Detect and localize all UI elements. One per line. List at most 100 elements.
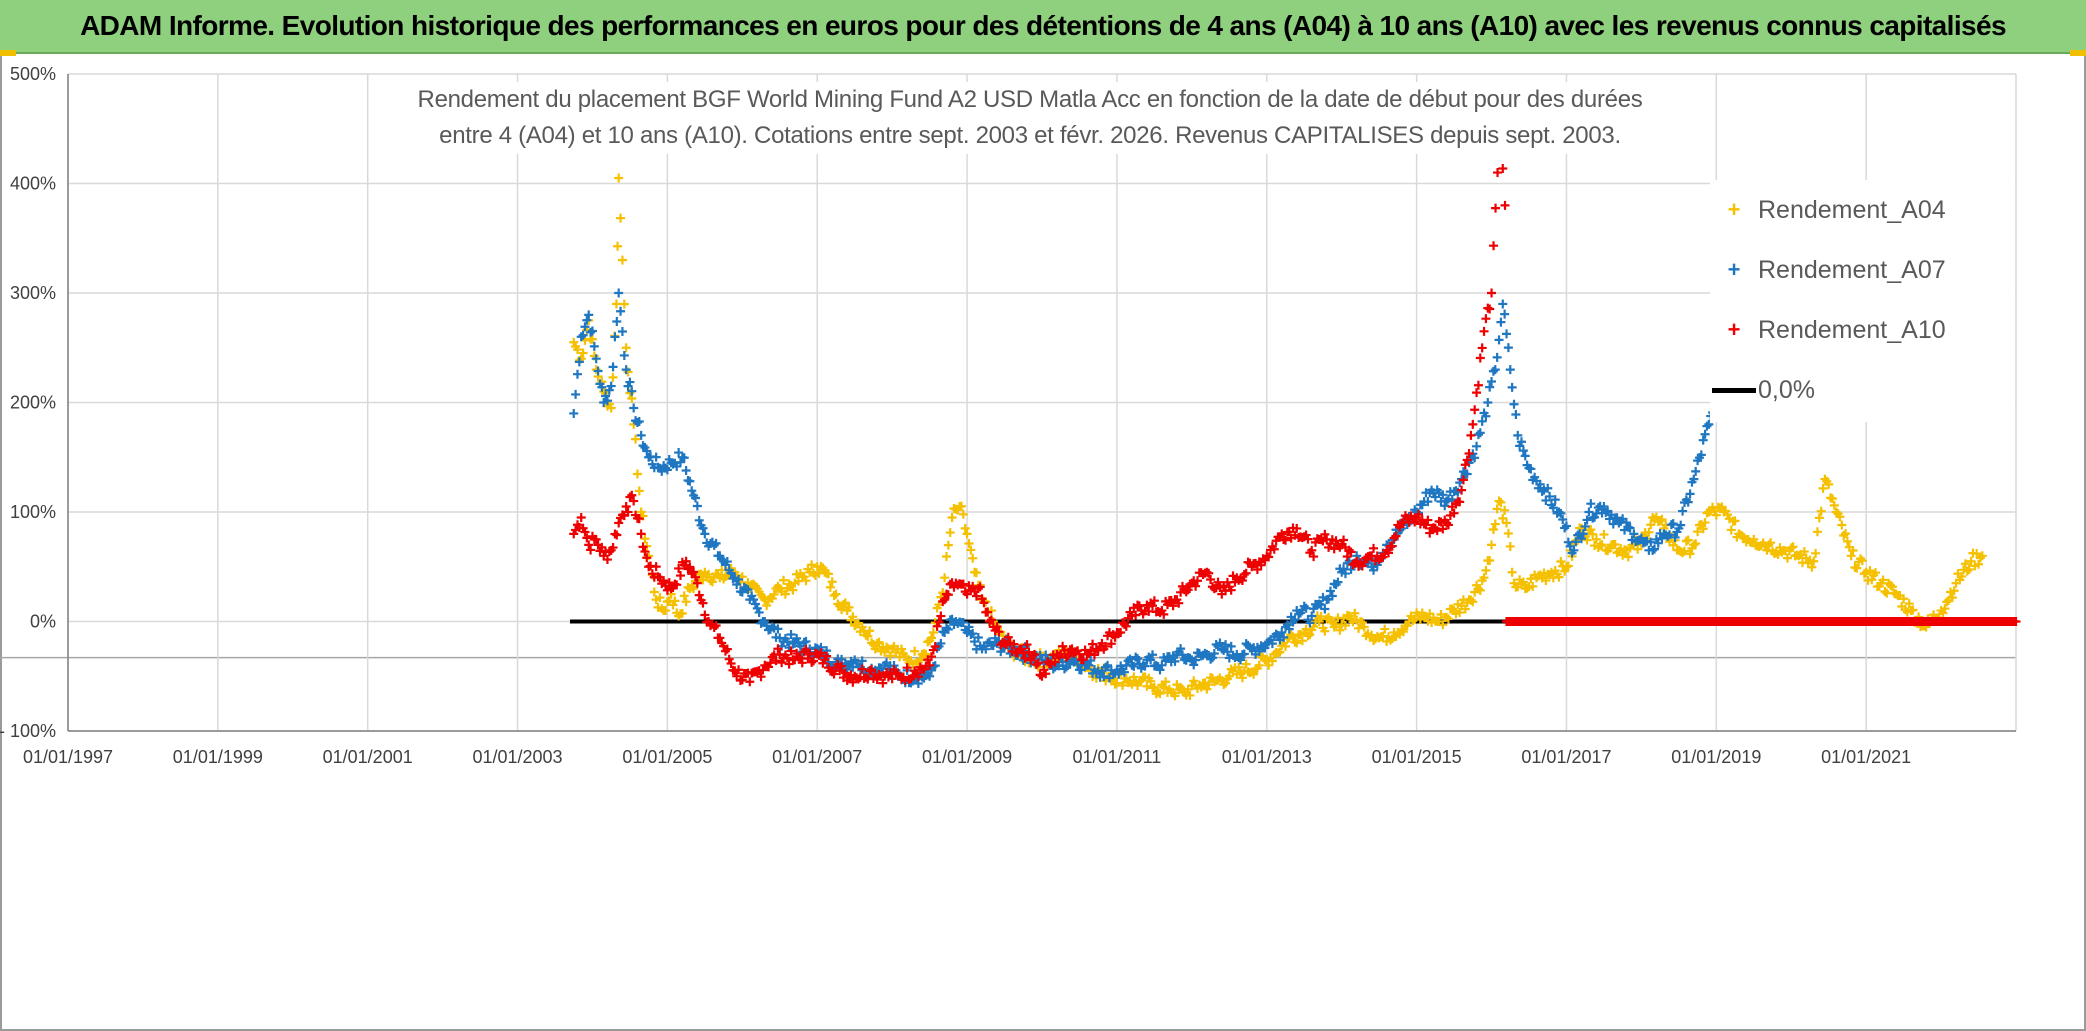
a10-point [597,542,607,552]
a04-point [1938,608,1948,618]
a07-point [1277,627,1287,637]
a04-point [848,612,858,622]
a04-point [1221,678,1231,688]
a04-point [857,622,867,632]
a10-point [1485,304,1495,314]
x-tick-label: 01/01/2013 [1222,747,1312,767]
a10-point [715,633,725,643]
a10-point [878,678,888,688]
a04-point [1867,575,1877,585]
a10-point [1473,380,1483,390]
a10-point [932,621,942,631]
a04-point [921,649,931,659]
a07-point [1472,441,1482,451]
a07-point [1267,639,1277,649]
a04-point [1292,638,1302,648]
a10-point [1457,485,1467,495]
a07-point [629,403,639,413]
a04-point [1782,553,1792,563]
a10-point [1239,569,1249,579]
a07-point [1157,660,1167,670]
a10-point [1116,627,1126,637]
a04-point [1468,597,1478,607]
a04-point [606,403,616,413]
a04-point [1496,497,1506,507]
a10-point [1041,669,1051,679]
series-a10-zero-markers [1502,617,2021,626]
a07-point [1494,335,1504,345]
a07-point [1498,299,1508,309]
a10-point [1206,574,1216,584]
a07-point [621,365,631,375]
a07-point [1140,661,1150,671]
a10-point [1035,670,1045,680]
a04-point [844,602,854,612]
a04-point [572,345,582,355]
a07-point [1550,495,1560,505]
a10-point [1174,598,1184,608]
a07-point [1438,490,1448,500]
a04-point [1618,550,1628,560]
a04-point [897,644,907,654]
a07-point [717,554,727,564]
a04-point [1479,573,1489,583]
y-tick-label: 100% [10,502,56,522]
a04-point [1700,518,1710,528]
a10-point [1460,460,1470,470]
a07-point [700,529,710,539]
a10-point [1421,520,1431,530]
y-tick-label: 0% [30,612,56,632]
legend-item-a04: + Rendement_A04 [1710,190,1946,230]
a04-point [945,528,955,538]
a04-point [661,606,671,616]
a04-point [587,334,597,344]
a07-point [1481,411,1491,421]
a07-point [1290,615,1300,625]
a07-point [1571,537,1581,547]
a04-point [1657,514,1667,524]
a10-point [1101,641,1111,651]
a07-point [604,385,614,395]
a07-point [1569,545,1579,555]
a04-point [1942,597,1952,607]
a10-point [829,669,839,679]
a10-point [1277,529,1287,539]
a10-point [771,656,781,666]
a07-point [1702,421,1712,431]
a07-point [782,637,792,647]
a04-point [1588,529,1598,539]
a10-point [1281,535,1290,545]
a10-point [651,562,661,572]
a10-point [902,663,912,673]
a04-point [1738,531,1748,541]
a10-point [867,665,877,675]
a07-point [1170,656,1180,666]
a07-point [674,448,684,458]
a07-point [1084,660,1094,670]
a10-point [614,518,624,528]
a07-point [1560,523,1570,533]
a04-point [1563,561,1573,571]
x-tick-label: 01/01/1997 [23,747,113,767]
a10-point [1256,560,1266,570]
a10-point [1489,241,1499,251]
a07-point [792,633,802,643]
a04-point [649,587,659,597]
a07-point [1483,398,1493,407]
a07-point [1103,660,1113,670]
a10-point [816,648,826,658]
a10-point [1500,200,1510,210]
a04-point [1303,631,1313,641]
a10-point [926,652,936,662]
a07-point [1515,441,1525,451]
a07-point [687,486,697,496]
a07-point [1189,660,1199,670]
a04-point [971,568,981,578]
a10-point [1455,497,1465,507]
a07-point [743,585,753,595]
a04-point [1723,510,1733,520]
a07-point [627,386,637,396]
a07-point [1206,654,1216,664]
a10-point [1432,526,1442,536]
a04-point [677,608,687,618]
